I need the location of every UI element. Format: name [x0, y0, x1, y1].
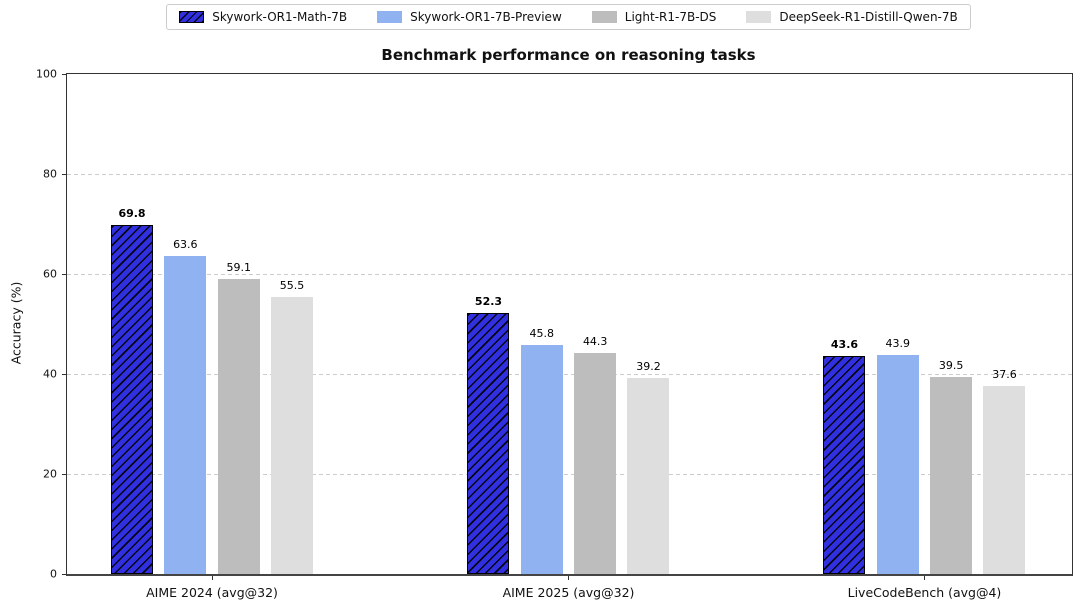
bar	[271, 296, 314, 574]
bar	[111, 225, 154, 574]
x-tick-label: AIME 2025 (avg@32)	[502, 585, 635, 600]
legend-swatch	[591, 11, 617, 23]
plot-area: 0 20 40 60 80 100 AIME 2024 (avg@32) AIME 2025 …	[36, 68, 1073, 600]
bar	[627, 378, 670, 574]
legend-box: Skywork-OR1-Math-7B Skywork-OR1-7B-Previe…	[166, 4, 971, 30]
y-tick-label: 100	[36, 67, 57, 81]
legend: Skywork-OR1-Math-7B Skywork-OR1-7B-Previe…	[66, 4, 1071, 30]
x-tick-label: AIME 2024 (avg@32)	[146, 585, 278, 600]
bar-value-label: 39.5	[938, 358, 964, 372]
bar-value-label: 44.3	[582, 334, 608, 348]
gridline	[67, 374, 1072, 375]
y-tick-label: 60	[43, 267, 57, 281]
legend-item: Light-R1-7B-DS	[591, 10, 717, 24]
legend-item: Skywork-OR1-Math-7B	[179, 10, 347, 24]
gridline	[67, 474, 1072, 475]
x-tick-label: LiveCodeBench (avg@4)	[847, 585, 1002, 600]
y-tick-mark	[62, 274, 66, 275]
y-tick-label: 0	[50, 567, 57, 581]
bar	[876, 354, 919, 574]
bar	[217, 278, 260, 574]
bar-value-label: 43.6	[830, 338, 859, 351]
y-tick-label: 40	[43, 367, 57, 381]
y-tick-label: 80	[43, 167, 57, 181]
legend-swatch	[377, 11, 403, 23]
bar-value-label: 59.1	[226, 260, 251, 274]
y-tick-mark	[62, 174, 66, 175]
bar	[823, 356, 866, 574]
legend-label: Skywork-OR1-7B-Preview	[410, 10, 562, 24]
y-axis-label: Accuracy (%)	[8, 281, 24, 365]
y-tick-mark	[62, 74, 66, 75]
legend-swatch	[746, 11, 772, 23]
y-tick-mark	[62, 374, 66, 375]
bar	[574, 352, 617, 574]
bar-value-label: 52.3	[474, 294, 503, 308]
chart-title: Benchmark performance on reasoning tasks	[381, 46, 756, 64]
legend-item: Skywork-OR1-7B-Preview	[377, 10, 562, 24]
y-tick-mark	[62, 474, 66, 475]
bar-value-label: 69.8	[118, 207, 146, 220]
bar	[164, 256, 207, 574]
legend-label: DeepSeek-R1-Distill-Qwen-7B	[779, 10, 958, 24]
bar-value-label: 55.5	[279, 278, 305, 292]
bar-value-label: 45.8	[529, 327, 555, 340]
y-tick-mark	[62, 574, 66, 575]
bar-value-label: 63.6	[173, 238, 198, 251]
legend-item: DeepSeek-R1-Distill-Qwen-7B	[746, 10, 958, 24]
x-tick-mark	[212, 576, 214, 580]
bar	[983, 386, 1026, 574]
bar	[930, 376, 973, 574]
x-tick-mark	[924, 576, 926, 580]
bar-value-label: 43.9	[885, 336, 911, 350]
gridline	[67, 174, 1072, 175]
bar-value-label: 39.2	[636, 360, 661, 373]
gridline	[67, 274, 1072, 275]
legend-label: Skywork-OR1-Math-7B	[212, 10, 348, 24]
bar	[520, 345, 563, 574]
x-tick-mark	[568, 576, 570, 580]
legend-label: Light-R1-7B-DS	[624, 10, 717, 24]
legend-swatch	[179, 11, 205, 23]
bar	[467, 312, 510, 574]
y-tick-label: 20	[43, 467, 57, 481]
bar-value-label: 37.6	[992, 368, 1017, 381]
